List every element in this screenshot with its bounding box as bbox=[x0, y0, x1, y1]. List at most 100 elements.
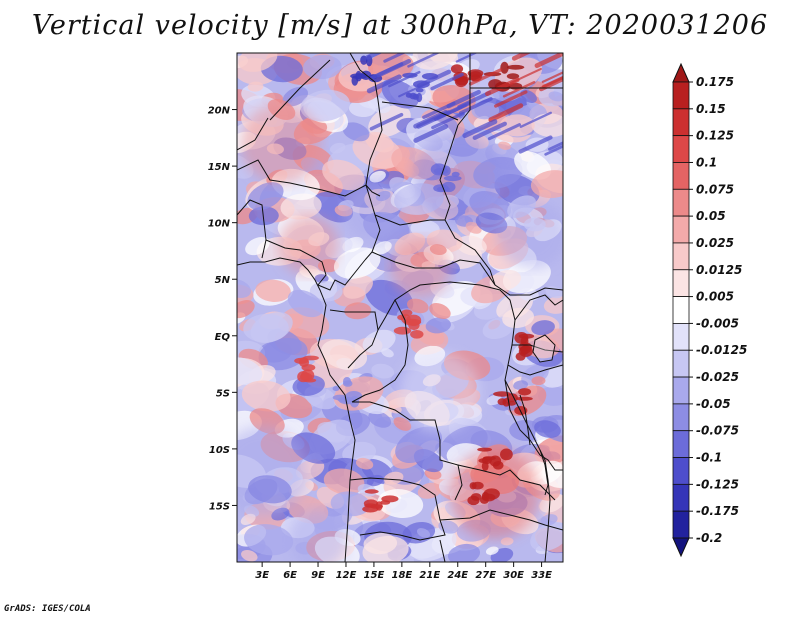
field-patch bbox=[321, 339, 368, 370]
ascent-cell bbox=[506, 73, 520, 80]
field-patch bbox=[373, 241, 392, 255]
jet-streak bbox=[413, 109, 448, 129]
colorbar-band bbox=[672, 457, 690, 485]
jet-streak bbox=[488, 103, 524, 123]
field-patch bbox=[282, 86, 309, 107]
colorbar-label: -0.005 bbox=[696, 316, 739, 330]
field-patch bbox=[513, 380, 529, 390]
field-patch bbox=[530, 170, 563, 199]
field-patch bbox=[531, 320, 555, 336]
ascent-cell bbox=[520, 345, 532, 354]
field-patch bbox=[485, 546, 499, 555]
field-patch bbox=[362, 329, 396, 354]
field-patch bbox=[343, 275, 373, 299]
descent-cell bbox=[339, 397, 357, 405]
field-patch bbox=[241, 380, 291, 412]
ascent-cell bbox=[467, 69, 484, 78]
jet-streak bbox=[366, 74, 402, 94]
map-panel bbox=[237, 53, 563, 562]
ascent-cell bbox=[301, 364, 316, 372]
field-patch bbox=[388, 404, 402, 414]
y-tick-label: 10N bbox=[208, 219, 231, 230]
jet-streak bbox=[541, 71, 563, 84]
field-patch bbox=[238, 53, 278, 72]
field-patch bbox=[237, 357, 263, 385]
ascent-cell bbox=[481, 461, 489, 471]
field-patch bbox=[369, 170, 386, 183]
y-tick-label: 10S bbox=[209, 445, 230, 456]
x-tick-label: 21E bbox=[419, 570, 440, 581]
colorbar-band bbox=[672, 430, 690, 458]
x-tick-label: 6E bbox=[283, 570, 297, 581]
descent-cell bbox=[415, 88, 424, 93]
jet-streak bbox=[487, 123, 522, 141]
field-patch bbox=[542, 366, 563, 388]
jet-streak bbox=[485, 77, 520, 97]
colorbar-label: -0.05 bbox=[696, 397, 731, 411]
jet-streak bbox=[462, 119, 498, 139]
y-tick-label: 20N bbox=[208, 106, 231, 117]
field-patch bbox=[244, 524, 294, 556]
ascent-cell bbox=[450, 64, 464, 74]
field-patch bbox=[500, 537, 514, 546]
jet-streak bbox=[548, 141, 563, 151]
field-patch bbox=[534, 435, 563, 465]
colorbar-label: -0.0125 bbox=[696, 343, 747, 357]
colorbar-band bbox=[672, 403, 690, 432]
colorbar-label: -0.025 bbox=[696, 370, 739, 384]
x-tick-label: 27E bbox=[475, 570, 496, 581]
field-patch bbox=[502, 307, 534, 329]
field-patch bbox=[416, 528, 431, 538]
colorbar-label: 0.0125 bbox=[696, 263, 742, 277]
field-region bbox=[497, 198, 563, 269]
ascent-cell bbox=[479, 496, 489, 504]
ascent-cell bbox=[500, 448, 513, 461]
jet-streak bbox=[472, 121, 507, 140]
jet-streak bbox=[365, 53, 383, 60]
field-patch bbox=[429, 303, 451, 319]
jet-streak bbox=[383, 53, 407, 63]
jet-streak bbox=[459, 97, 493, 115]
jet-streak bbox=[416, 69, 452, 88]
ascent-cell bbox=[515, 396, 533, 401]
ascent-cell bbox=[364, 489, 379, 494]
x-tick-label: 33E bbox=[531, 570, 552, 581]
colorbar-band bbox=[672, 510, 690, 539]
x-tick-label: 15E bbox=[364, 570, 385, 581]
field-patch bbox=[255, 279, 291, 302]
ascent-cell bbox=[410, 330, 424, 339]
field-patch bbox=[367, 96, 391, 114]
ascent-cell bbox=[493, 391, 511, 397]
colorbar-label: 0.125 bbox=[696, 129, 734, 143]
field-patch bbox=[456, 235, 487, 256]
colorbar-band bbox=[672, 349, 690, 378]
field-patch bbox=[322, 159, 365, 191]
credit-text: GrADS: IGES/COLA bbox=[4, 604, 91, 614]
jet-streak bbox=[422, 101, 456, 120]
ascent-cell bbox=[364, 503, 377, 508]
field-patch bbox=[355, 457, 374, 470]
field-patch bbox=[395, 426, 443, 464]
ascent-cell bbox=[303, 355, 319, 361]
descent-cell bbox=[343, 377, 351, 386]
descent-cell bbox=[332, 386, 340, 392]
y-tick-label: 15S bbox=[209, 501, 230, 512]
descent-cell bbox=[409, 92, 417, 100]
jet-streak bbox=[538, 76, 563, 92]
jet-streak bbox=[502, 81, 536, 98]
field-patch bbox=[342, 122, 370, 142]
jet-streak bbox=[369, 62, 404, 80]
colorbar-band bbox=[672, 296, 690, 324]
jet-streak bbox=[431, 111, 465, 130]
y-tick-label: 15N bbox=[208, 162, 231, 173]
colorbar-top-arrow bbox=[672, 62, 690, 83]
colorbar-label: 0.15 bbox=[696, 102, 726, 116]
field-patch bbox=[514, 150, 552, 180]
field-region bbox=[237, 426, 308, 517]
ascent-cell bbox=[471, 481, 484, 490]
field-patch bbox=[425, 317, 451, 334]
x-tick-label: 12E bbox=[336, 570, 357, 581]
ascent-cell bbox=[467, 495, 480, 506]
jet-streak bbox=[413, 124, 449, 143]
